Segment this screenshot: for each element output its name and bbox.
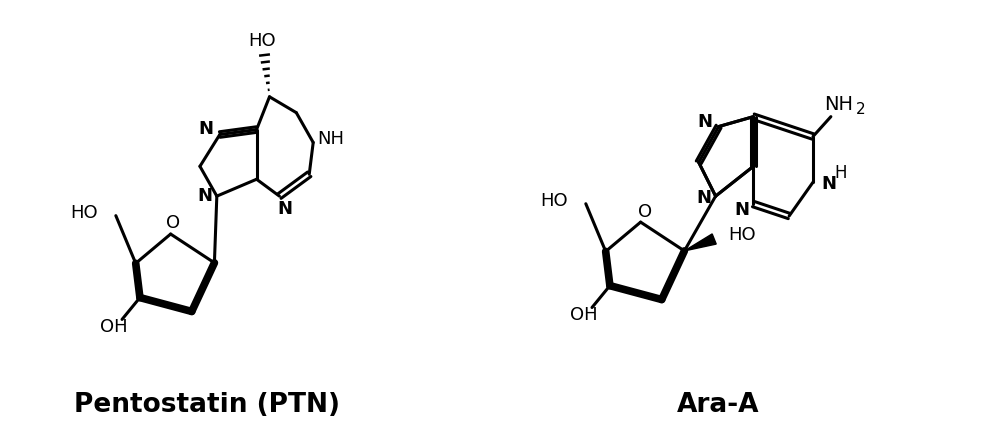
Text: Ara-A: Ara-A <box>677 392 760 418</box>
Text: HO: HO <box>728 226 756 244</box>
Text: HO: HO <box>540 192 568 210</box>
Text: NH: NH <box>824 95 853 114</box>
Text: 2: 2 <box>856 102 865 117</box>
Text: O: O <box>166 214 180 232</box>
Text: N: N <box>821 175 836 193</box>
Text: Pentostatin (PTN): Pentostatin (PTN) <box>74 392 340 418</box>
Text: N: N <box>697 112 712 131</box>
Text: N: N <box>277 200 292 218</box>
Text: HO: HO <box>249 32 276 50</box>
Text: N: N <box>198 120 213 138</box>
Text: OH: OH <box>570 306 598 325</box>
Text: N: N <box>734 201 749 219</box>
Text: H: H <box>835 164 847 182</box>
Text: HO: HO <box>70 204 98 222</box>
Text: O: O <box>638 203 652 221</box>
Text: OH: OH <box>100 319 128 336</box>
Text: N: N <box>696 189 711 207</box>
Text: NH: NH <box>318 131 345 148</box>
Text: N: N <box>197 187 212 205</box>
Polygon shape <box>684 234 716 251</box>
